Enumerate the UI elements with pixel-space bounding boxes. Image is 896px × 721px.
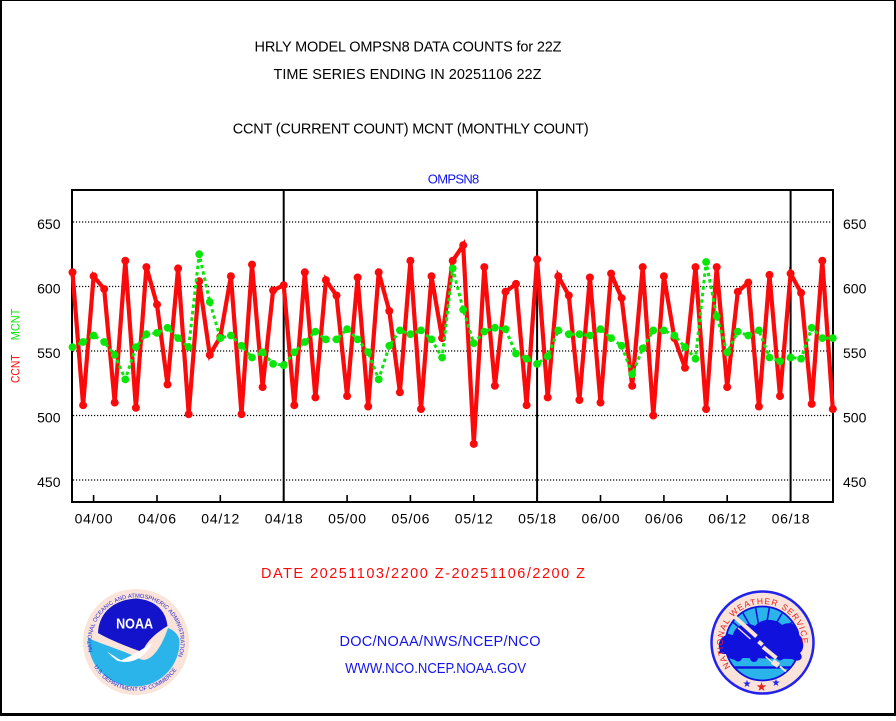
svg-text:650: 650 xyxy=(37,216,61,232)
svg-text:NOAA: NOAA xyxy=(116,616,153,633)
svg-text:DOC/NOAA/NWS/NCEP/NCO: DOC/NOAA/NWS/NCEP/NCO xyxy=(340,634,541,650)
svg-text:650: 650 xyxy=(843,216,867,232)
svg-text:04/18: 04/18 xyxy=(265,511,303,527)
svg-text:OMPSN8: OMPSN8 xyxy=(428,171,480,186)
svg-text:05/00: 05/00 xyxy=(328,511,366,527)
svg-text:CCNT: CCNT xyxy=(9,354,23,383)
svg-text:06/12: 06/12 xyxy=(708,511,746,527)
svg-text:450: 450 xyxy=(843,474,867,490)
svg-text:★: ★ xyxy=(756,680,767,694)
svg-text:★: ★ xyxy=(772,678,781,689)
svg-text:06/06: 06/06 xyxy=(645,511,683,527)
svg-text:06/18: 06/18 xyxy=(772,511,810,527)
svg-text:06/00: 06/00 xyxy=(582,511,620,527)
svg-text:04/06: 04/06 xyxy=(138,511,176,527)
svg-text:600: 600 xyxy=(37,280,61,296)
svg-text:500: 500 xyxy=(37,409,61,425)
svg-text:DATE 20251103/2200 Z-20251106/: DATE 20251103/2200 Z-20251106/2200 Z xyxy=(261,566,585,582)
svg-text:04/00: 04/00 xyxy=(75,511,113,527)
svg-text:WWW.NCO.NCEP.NOAA.GOV: WWW.NCO.NCEP.NOAA.GOV xyxy=(345,661,526,677)
svg-text:TIME SERIES ENDING IN 20251106: TIME SERIES ENDING IN 20251106 22Z xyxy=(274,67,542,83)
svg-text:600: 600 xyxy=(843,280,867,296)
svg-text:05/18: 05/18 xyxy=(518,511,556,527)
svg-text:05/12: 05/12 xyxy=(455,511,493,527)
svg-text:500: 500 xyxy=(843,409,867,425)
svg-text:CCNT (CURRENT COUNT) MCNT (MON: CCNT (CURRENT COUNT) MCNT (MONTHLY COUNT… xyxy=(233,122,589,138)
svg-text:★: ★ xyxy=(743,679,752,690)
svg-text:450: 450 xyxy=(37,474,61,490)
svg-text:HRLY MODEL OMPSN8 DATA COUNTS: HRLY MODEL OMPSN8 DATA COUNTS for 22Z xyxy=(255,40,562,56)
svg-text:04/12: 04/12 xyxy=(201,511,239,527)
svg-text:550: 550 xyxy=(843,345,867,361)
svg-text:MCNT: MCNT xyxy=(9,308,23,340)
svg-text:05/06: 05/06 xyxy=(391,511,429,527)
svg-text:550: 550 xyxy=(37,345,61,361)
